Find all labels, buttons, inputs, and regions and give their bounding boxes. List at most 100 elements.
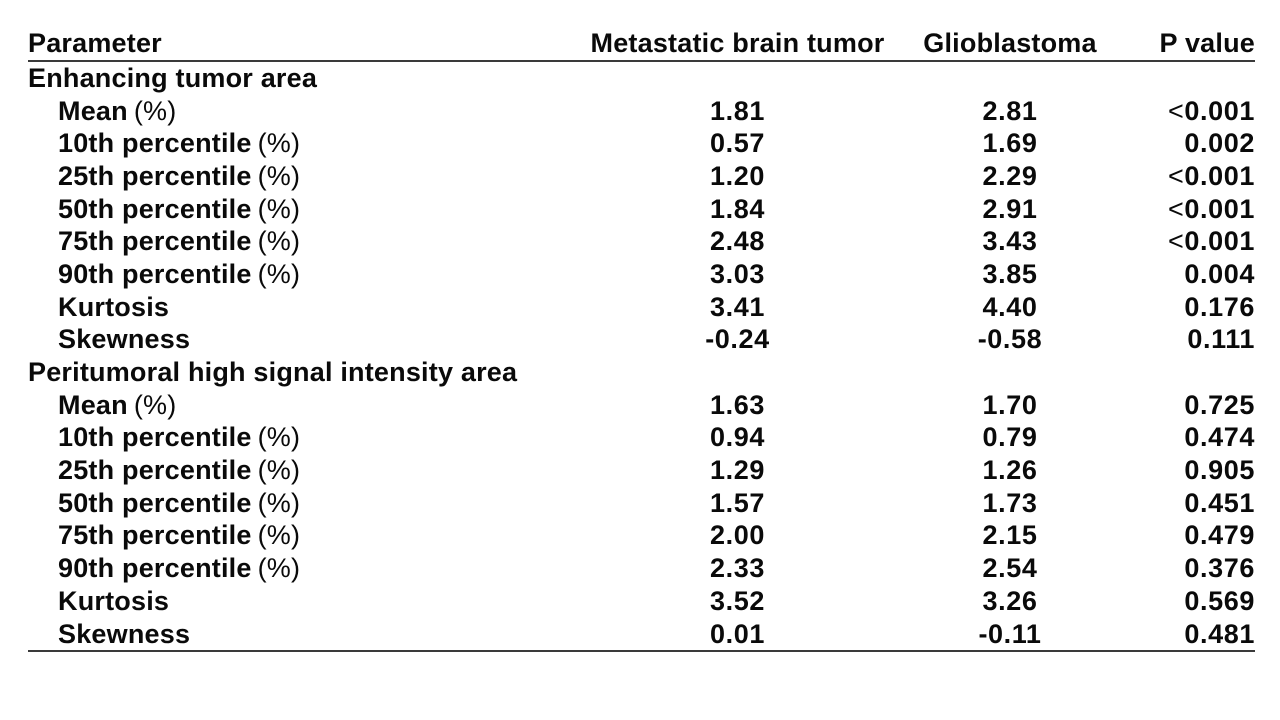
- glioblastoma-value-cell: 1.73: [982, 487, 1038, 518]
- p-value-cell: <0.001: [1110, 194, 1255, 225]
- p-value: 0.001: [1184, 95, 1255, 126]
- p-value: 0.481: [1184, 618, 1255, 649]
- glioblastoma-value-cell: 2.54: [982, 553, 1038, 584]
- parameter-label: 10th percentile: [58, 422, 252, 453]
- parameter-unit: (%): [257, 553, 301, 584]
- parameter-cell: Skewness: [28, 324, 565, 355]
- parameter-unit: (%): [133, 95, 177, 126]
- p-value-cell: 0.569: [1110, 586, 1255, 617]
- parameter-label: 75th percentile: [58, 520, 252, 551]
- glioblastoma-value-cell: 1.26: [982, 455, 1038, 486]
- table-row: 25th percentile (%) 1.20 2.29 <0.001: [28, 160, 1255, 193]
- table-row: 50th percentile (%) 1.57 1.73 0.451: [28, 487, 1255, 520]
- metastatic-value-cell: 0.94: [710, 422, 765, 453]
- parameter-unit: (%): [257, 193, 301, 224]
- p-value: 0.474: [1184, 422, 1255, 453]
- glioblastoma-value-cell: 3.85: [982, 258, 1038, 289]
- p-value-cell: 0.376: [1110, 553, 1255, 584]
- parameter-label: 50th percentile: [58, 487, 252, 518]
- table-row: Mean (%) 1.81 2.81 <0.001: [28, 95, 1255, 128]
- column-header-parameter: Parameter: [28, 27, 162, 58]
- table-row: 10th percentile (%) 0.94 0.79 0.474: [28, 422, 1255, 455]
- p-value-prefix: <: [1168, 95, 1185, 126]
- metastatic-value-cell: 3.41: [710, 291, 765, 322]
- p-value-cell: <0.001: [1110, 161, 1255, 192]
- parameter-unit: (%): [257, 487, 301, 518]
- parameter-cell: Kurtosis: [28, 292, 565, 323]
- table-row: 75th percentile (%) 2.48 3.43 <0.001: [28, 225, 1255, 258]
- p-value-cell: 0.481: [1110, 619, 1255, 650]
- glioblastoma-value-cell: 2.91: [982, 193, 1038, 224]
- parameter-cell: 10th percentile (%): [28, 422, 565, 453]
- p-value-cell: 0.002: [1110, 128, 1255, 159]
- glioblastoma-value-cell: 1.69: [982, 128, 1038, 159]
- column-header-p-value: P value: [1159, 27, 1255, 58]
- p-value: 0.725: [1184, 389, 1255, 420]
- p-value: 0.479: [1184, 520, 1255, 551]
- parameter-label: Mean: [58, 389, 128, 420]
- p-value-cell: 0.176: [1110, 292, 1255, 323]
- p-value: 0.002: [1184, 128, 1255, 159]
- metastatic-value-cell: -0.24: [705, 324, 770, 355]
- table-row: Mean (%) 1.63 1.70 0.725: [28, 389, 1255, 422]
- p-value: 0.905: [1184, 455, 1255, 486]
- p-value-prefix: <: [1168, 226, 1185, 257]
- table-body: Enhancing tumor area Mean (%) 1.81 2.81 <…: [28, 62, 1255, 653]
- p-value: 0.176: [1184, 291, 1255, 322]
- table-row: Kurtosis 3.41 4.40 0.176: [28, 291, 1255, 324]
- parameter-cell: 25th percentile (%): [28, 455, 565, 486]
- p-value: 0.004: [1184, 258, 1255, 289]
- section-title: Peritumoral high signal intensity area: [28, 357, 518, 388]
- parameter-cell: 90th percentile (%): [28, 259, 565, 290]
- glioblastoma-value-cell: -0.58: [977, 324, 1043, 355]
- parameter-unit: (%): [257, 160, 301, 191]
- parameter-label: Skewness: [58, 324, 191, 355]
- p-value: 0.376: [1184, 553, 1255, 584]
- glioblastoma-value-cell: 0.79: [982, 422, 1038, 453]
- p-value-cell: <0.001: [1110, 96, 1255, 127]
- p-value: 0.111: [1187, 324, 1255, 355]
- results-table: Parameter Metastatic brain tumor Gliobla…: [28, 26, 1255, 653]
- metastatic-value-cell: 1.20: [710, 160, 765, 191]
- glioblastoma-value-cell: 4.40: [982, 291, 1038, 322]
- p-value-cell: 0.725: [1110, 390, 1255, 421]
- metastatic-value-cell: 1.63: [710, 389, 765, 420]
- parameter-label: 10th percentile: [58, 128, 252, 159]
- table-row: Skewness -0.24 -0.58 0.111: [28, 324, 1255, 357]
- metastatic-value-cell: 1.81: [710, 95, 765, 126]
- metastatic-value-cell: 3.52: [710, 585, 765, 616]
- parameter-label: Kurtosis: [58, 291, 170, 322]
- table-row: Skewness 0.01 -0.11 0.481: [28, 618, 1255, 651]
- glioblastoma-value-cell: 1.70: [982, 389, 1038, 420]
- p-value-cell: 0.474: [1110, 422, 1255, 453]
- parameter-label: 25th percentile: [58, 160, 252, 191]
- p-value-prefix: <: [1168, 160, 1185, 191]
- parameter-unit: (%): [257, 226, 301, 257]
- parameter-label: Skewness: [58, 618, 191, 649]
- parameter-cell: 75th percentile (%): [28, 520, 565, 551]
- glioblastoma-value-cell: 2.81: [982, 95, 1038, 126]
- parameter-cell: Kurtosis: [28, 586, 565, 617]
- parameter-unit: (%): [257, 520, 301, 551]
- p-value: 0.569: [1184, 585, 1255, 616]
- table-row: 75th percentile (%) 2.00 2.15 0.479: [28, 520, 1255, 553]
- section-title: Enhancing tumor area: [28, 62, 318, 93]
- table-row: 25th percentile (%) 1.29 1.26 0.905: [28, 454, 1255, 487]
- glioblastoma-value-cell: 2.29: [982, 160, 1038, 191]
- glioblastoma-value-cell: 2.15: [982, 520, 1038, 551]
- table-row: 50th percentile (%) 1.84 2.91 <0.001: [28, 193, 1255, 226]
- parameter-label: 75th percentile: [58, 226, 252, 257]
- metastatic-value-cell: 0.57: [710, 128, 765, 159]
- parameter-cell: Skewness: [28, 619, 565, 650]
- parameter-unit: (%): [257, 455, 301, 486]
- parameter-unit: (%): [257, 422, 301, 453]
- parameter-cell: 75th percentile (%): [28, 226, 565, 257]
- column-header-glioblastoma: Glioblastoma: [923, 27, 1097, 58]
- parameter-cell: 25th percentile (%): [28, 161, 565, 192]
- parameter-cell: Mean (%): [28, 96, 565, 127]
- metastatic-value-cell: 2.48: [710, 226, 765, 257]
- parameter-label: 25th percentile: [58, 455, 252, 486]
- table-row: 10th percentile (%) 0.57 1.69 0.002: [28, 127, 1255, 160]
- p-value: 0.451: [1184, 487, 1255, 518]
- parameter-label: Mean: [58, 95, 128, 126]
